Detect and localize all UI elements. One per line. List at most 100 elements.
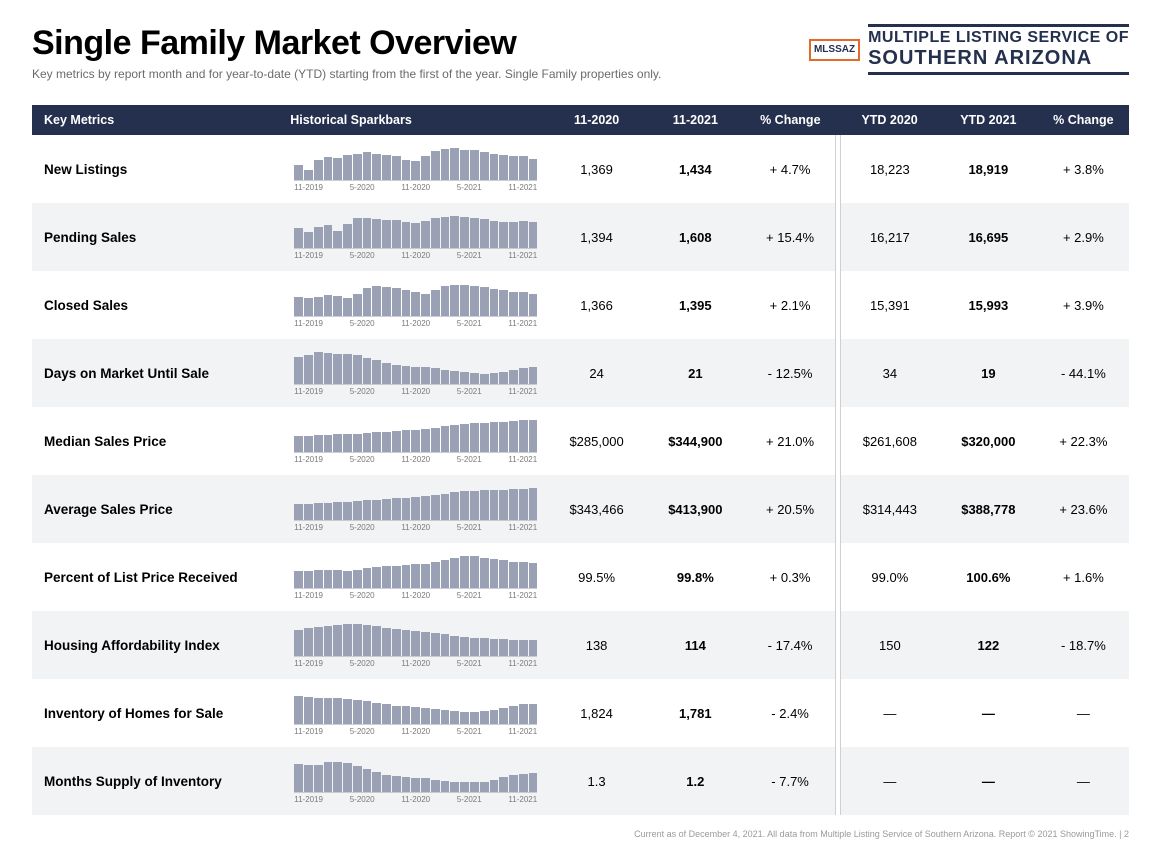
value-month-curr: 1,434 — [646, 135, 745, 203]
page-subtitle: Key metrics by report month and for year… — [32, 67, 661, 81]
value-change-1: - 2.4% — [745, 679, 836, 747]
value-ytd-curr: 15,993 — [939, 271, 1038, 339]
header: Single Family Market Overview Key metric… — [32, 24, 1129, 81]
logo-line2: SOUTHERN ARIZONA — [868, 47, 1129, 70]
value-change-2: + 3.9% — [1038, 271, 1129, 339]
value-change-2: + 23.6% — [1038, 475, 1129, 543]
metric-name: Inventory of Homes for Sale — [32, 679, 284, 747]
col-pct-change-2: % Change — [1038, 105, 1129, 135]
page-title: Single Family Market Overview — [32, 24, 661, 63]
title-block: Single Family Market Overview Key metric… — [32, 24, 661, 81]
value-change-2: - 18.7% — [1038, 611, 1129, 679]
value-change-2: - 44.1% — [1038, 339, 1129, 407]
value-ytd-prev: 16,217 — [840, 203, 939, 271]
value-month-prev: $285,000 — [547, 407, 646, 475]
col-sparkbars: Historical Sparkbars — [284, 105, 547, 135]
value-ytd-curr: $320,000 — [939, 407, 1038, 475]
logo: MLSSAZ MULTIPLE LISTING SERVICE OF SOUTH… — [809, 24, 1129, 75]
value-ytd-prev: $261,608 — [840, 407, 939, 475]
logo-badge: MLSSAZ — [809, 39, 860, 61]
value-ytd-curr: $388,778 — [939, 475, 1038, 543]
value-month-prev: 1,366 — [547, 271, 646, 339]
value-change-1: - 7.7% — [745, 747, 836, 815]
value-month-prev: 24 — [547, 339, 646, 407]
metric-name: Pending Sales — [32, 203, 284, 271]
value-ytd-prev: — — [840, 747, 939, 815]
value-change-2: + 2.9% — [1038, 203, 1129, 271]
value-month-curr: $413,900 — [646, 475, 745, 543]
value-month-curr: 1,395 — [646, 271, 745, 339]
value-change-2: + 1.6% — [1038, 543, 1129, 611]
value-month-curr: 21 — [646, 339, 745, 407]
value-month-curr: 1,781 — [646, 679, 745, 747]
value-month-curr: 99.8% — [646, 543, 745, 611]
value-month-prev: 1.3 — [547, 747, 646, 815]
value-change-1: + 15.4% — [745, 203, 836, 271]
logo-line1: MULTIPLE LISTING SERVICE OF — [868, 29, 1129, 47]
sparkbar-cell: 11-20195-202011-20205-202111-2021 — [284, 135, 547, 203]
table-head: Key Metrics Historical Sparkbars 11-2020… — [32, 105, 1129, 135]
table-row: New Listings11-20195-202011-20205-202111… — [32, 135, 1129, 203]
col-month-curr: 11-2021 — [646, 105, 745, 135]
value-change-1: - 17.4% — [745, 611, 836, 679]
value-ytd-curr: 100.6% — [939, 543, 1038, 611]
footer-text: Current as of December 4, 2021. All data… — [32, 829, 1129, 839]
metric-name: Percent of List Price Received — [32, 543, 284, 611]
value-month-prev: 1,394 — [547, 203, 646, 271]
sparkbar-cell: 11-20195-202011-20205-202111-2021 — [284, 339, 547, 407]
value-ytd-prev: 34 — [840, 339, 939, 407]
col-ytd-prev: YTD 2020 — [840, 105, 939, 135]
table-body: New Listings11-20195-202011-20205-202111… — [32, 135, 1129, 815]
value-change-1: + 21.0% — [745, 407, 836, 475]
table-row: Months Supply of Inventory11-20195-20201… — [32, 747, 1129, 815]
table-row: Housing Affordability Index11-20195-2020… — [32, 611, 1129, 679]
value-ytd-prev: 18,223 — [840, 135, 939, 203]
sparkbar-cell: 11-20195-202011-20205-202111-2021 — [284, 271, 547, 339]
value-month-curr: 1.2 — [646, 747, 745, 815]
value-ytd-curr: — — [939, 747, 1038, 815]
table-row: Pending Sales11-20195-202011-20205-20211… — [32, 203, 1129, 271]
sparkbar-cell: 11-20195-202011-20205-202111-2021 — [284, 679, 547, 747]
value-change-2: — — [1038, 747, 1129, 815]
sparkbar-cell: 11-20195-202011-20205-202111-2021 — [284, 475, 547, 543]
value-ytd-prev: 99.0% — [840, 543, 939, 611]
col-month-prev: 11-2020 — [547, 105, 646, 135]
value-month-prev: 99.5% — [547, 543, 646, 611]
table-row: Closed Sales11-20195-202011-20205-202111… — [32, 271, 1129, 339]
col-ytd-curr: YTD 2021 — [939, 105, 1038, 135]
sparkbar-cell: 11-20195-202011-20205-202111-2021 — [284, 611, 547, 679]
sparkbar-cell: 11-20195-202011-20205-202111-2021 — [284, 747, 547, 815]
metrics-table: Key Metrics Historical Sparkbars 11-2020… — [32, 105, 1129, 815]
metric-name: Closed Sales — [32, 271, 284, 339]
table-row: Inventory of Homes for Sale11-20195-2020… — [32, 679, 1129, 747]
sparkbar-cell: 11-20195-202011-20205-202111-2021 — [284, 407, 547, 475]
value-ytd-prev: $314,443 — [840, 475, 939, 543]
value-ytd-curr: — — [939, 679, 1038, 747]
table-row: Median Sales Price11-20195-202011-20205-… — [32, 407, 1129, 475]
metric-name: New Listings — [32, 135, 284, 203]
metric-name: Days on Market Until Sale — [32, 339, 284, 407]
value-change-2: — — [1038, 679, 1129, 747]
value-change-1: + 0.3% — [745, 543, 836, 611]
value-change-1: + 2.1% — [745, 271, 836, 339]
metric-name: Months Supply of Inventory — [32, 747, 284, 815]
metric-name: Housing Affordability Index — [32, 611, 284, 679]
col-key-metrics: Key Metrics — [32, 105, 284, 135]
value-month-curr: 1,608 — [646, 203, 745, 271]
metric-name: Median Sales Price — [32, 407, 284, 475]
value-ytd-prev: 150 — [840, 611, 939, 679]
table-row: Percent of List Price Received11-20195-2… — [32, 543, 1129, 611]
value-change-2: + 22.3% — [1038, 407, 1129, 475]
value-change-1: - 12.5% — [745, 339, 836, 407]
table-row: Days on Market Until Sale11-20195-202011… — [32, 339, 1129, 407]
value-ytd-curr: 16,695 — [939, 203, 1038, 271]
value-month-prev: 1,824 — [547, 679, 646, 747]
col-pct-change-1: % Change — [745, 105, 836, 135]
metric-name: Average Sales Price — [32, 475, 284, 543]
value-change-2: + 3.8% — [1038, 135, 1129, 203]
value-ytd-curr: 19 — [939, 339, 1038, 407]
value-month-prev: $343,466 — [547, 475, 646, 543]
table-row: Average Sales Price11-20195-202011-20205… — [32, 475, 1129, 543]
value-ytd-curr: 122 — [939, 611, 1038, 679]
value-ytd-prev: — — [840, 679, 939, 747]
